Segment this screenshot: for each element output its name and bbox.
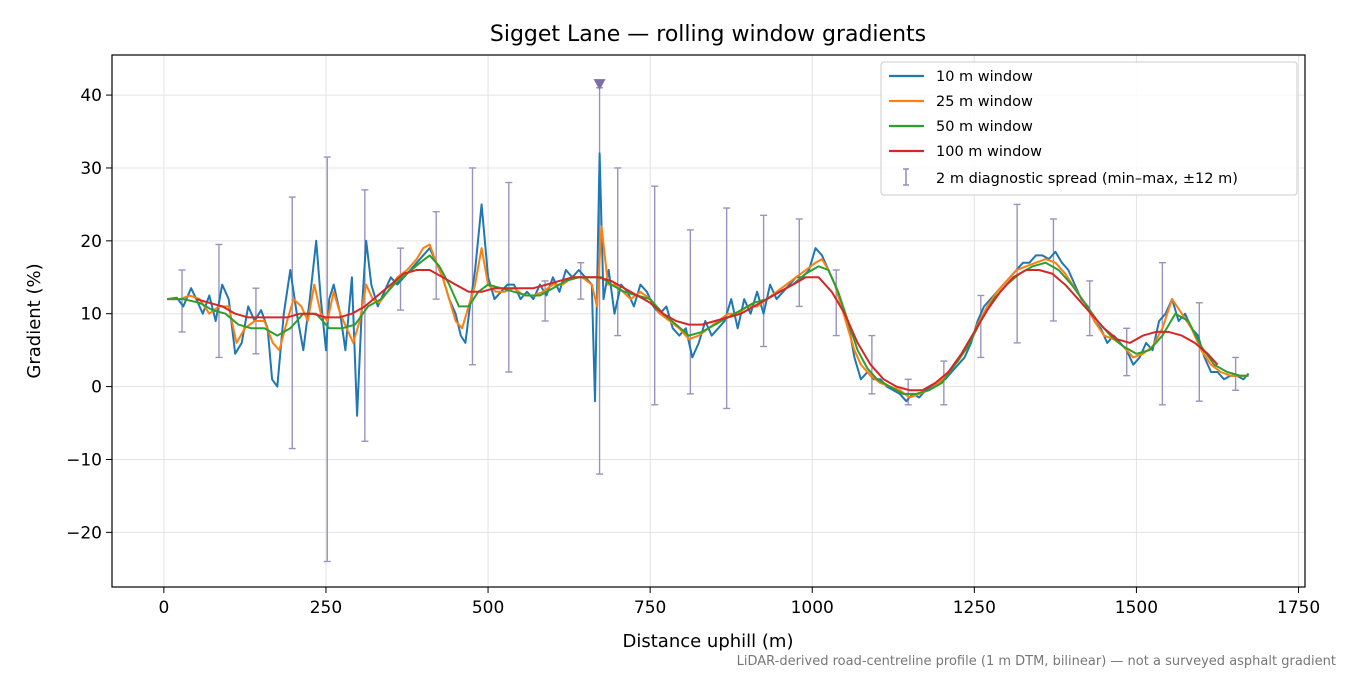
y-tick-label: 0 <box>91 378 102 398</box>
spread-errorbar <box>832 269 840 337</box>
x-tick-label: 250 <box>310 598 342 618</box>
spread-errorbar <box>361 189 369 442</box>
series-lines <box>166 152 1250 417</box>
legend-label-25m: 25 m window <box>936 94 1033 110</box>
legend: 10 m window 25 m window 50 m window 100 … <box>880 61 1298 196</box>
spread-errorbar <box>1049 218 1057 322</box>
y-tick-label: 30 <box>80 159 102 179</box>
diagnostic-spread-errorbars <box>178 87 1240 563</box>
spread-errorbar <box>178 269 186 333</box>
spread-errorbar <box>686 229 694 395</box>
legend-box <box>880 61 1298 196</box>
spread-errorbar <box>760 214 768 348</box>
spread-errorbar <box>1195 302 1203 402</box>
spread-errorbar <box>468 167 476 366</box>
x-axis-ticks: 0 250 500 750 1000 1250 1500 1750 <box>158 587 1320 618</box>
x-tick-label: 500 <box>472 598 504 618</box>
spread-errorbar <box>577 261 585 300</box>
spread-errorbar <box>723 207 731 410</box>
spread-errorbar <box>795 218 803 308</box>
y-tick-label: 10 <box>80 305 102 325</box>
x-tick-label: 1250 <box>953 598 996 618</box>
chart-title: Sigget Lane — rolling window gradients <box>490 22 926 47</box>
x-axis-label: Distance uphill (m) <box>623 631 794 652</box>
spread-errorbar <box>651 185 659 406</box>
y-axis-label: Gradient (%) <box>24 263 45 378</box>
peak-marker-group <box>593 79 606 91</box>
y-tick-label: 20 <box>80 232 102 252</box>
spread-errorbar <box>323 156 331 563</box>
y-tick-label: −20 <box>66 523 102 543</box>
y-tick-label: 40 <box>80 86 102 106</box>
x-tick-label: 750 <box>634 598 666 618</box>
peak-marker <box>593 79 606 91</box>
legend-label-10m: 10 m window <box>936 69 1033 85</box>
spread-errorbar <box>940 360 948 406</box>
spread-errorbar <box>977 294 985 359</box>
plot-frame <box>111 54 1306 588</box>
legend-label-50m: 50 m window <box>936 119 1033 135</box>
legend-label-spread: 2 m diagnostic spread (min–max, ±12 m) <box>936 171 1238 187</box>
x-tick-label: 1000 <box>791 598 834 618</box>
legend-swatch-spread <box>903 168 909 186</box>
spread-errorbar <box>288 196 296 450</box>
spread-errorbar <box>1013 203 1021 344</box>
y-axis-ticks: −20 −10 0 10 20 30 40 <box>66 86 112 543</box>
spread-errorbar <box>1086 280 1094 337</box>
spread-errorbar <box>541 280 549 322</box>
spread-errorbar <box>614 167 622 337</box>
footnote: LiDAR-derived road-centreline profile (1… <box>737 654 1336 669</box>
series-line-25m <box>167 225 1249 399</box>
series-line-10m <box>166 152 1250 417</box>
series-line-50m <box>167 254 1249 395</box>
spread-errorbar <box>432 210 440 300</box>
legend-label-100m: 100 m window <box>936 144 1042 160</box>
spread-errorbar <box>904 378 912 406</box>
x-tick-label: 0 <box>158 598 169 618</box>
x-tick-label: 1500 <box>1115 598 1158 618</box>
spread-errorbar <box>505 181 513 373</box>
series-line-100m <box>196 269 1219 392</box>
x-tick-label: 1750 <box>1277 598 1320 618</box>
y-tick-label: −10 <box>66 450 102 470</box>
